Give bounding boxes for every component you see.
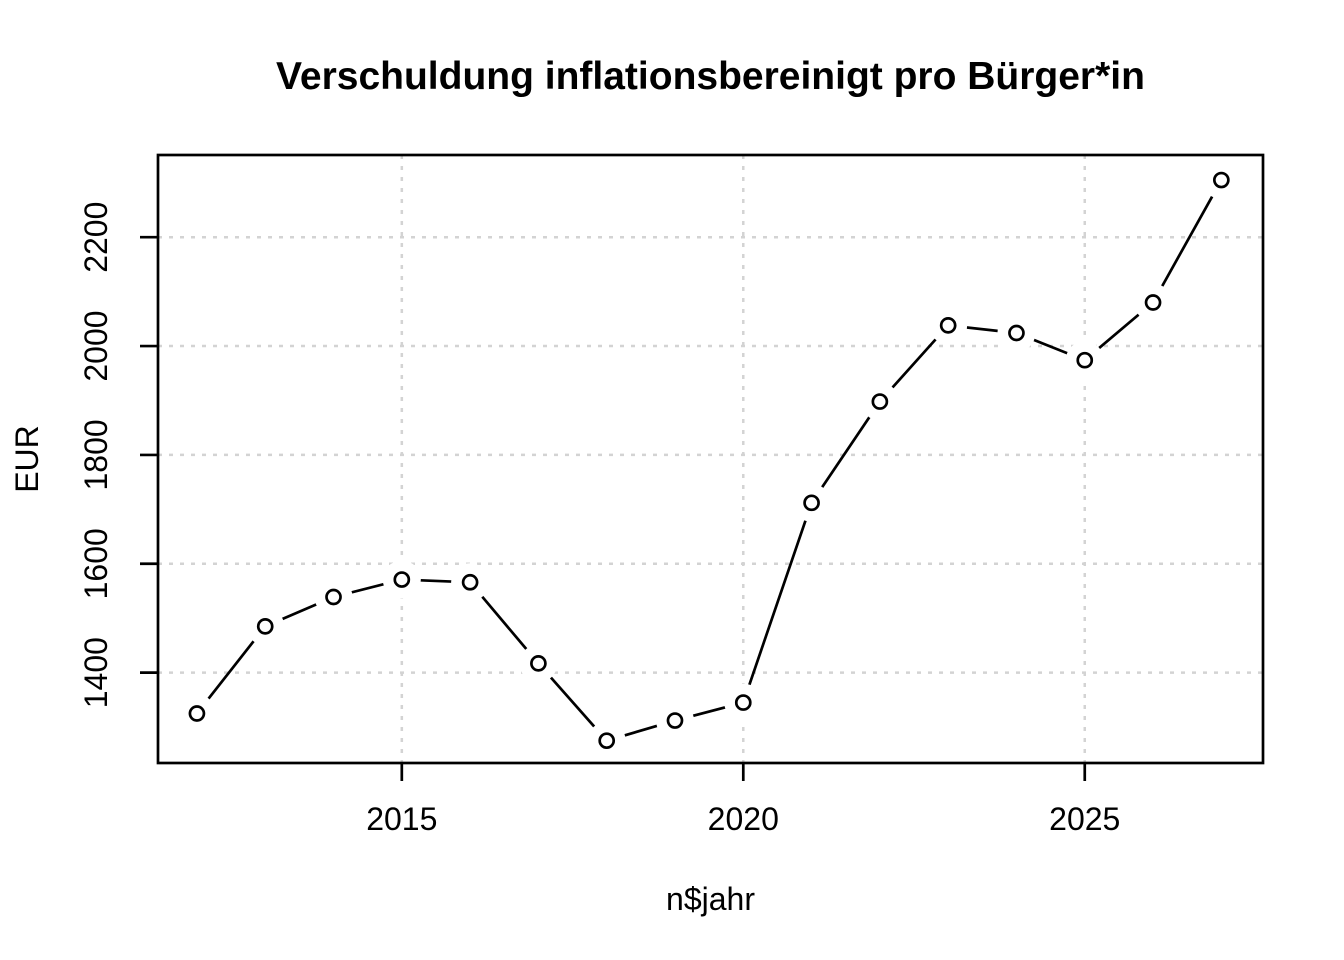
data-point — [256, 618, 274, 635]
y-axis-label: EUR — [9, 425, 45, 493]
data-point — [325, 588, 342, 606]
x-tick-label: 2015 — [366, 801, 437, 837]
data-point — [1144, 294, 1162, 311]
data-point — [939, 317, 957, 334]
x-tick-label: 2025 — [1049, 801, 1120, 837]
data-point — [461, 573, 479, 591]
y-tick-label: 2000 — [78, 310, 114, 381]
data-point — [598, 732, 616, 750]
data-point — [1076, 351, 1094, 369]
y-tick-label: 1800 — [78, 419, 114, 490]
data-point — [530, 655, 547, 672]
x-axis-label: n$jahr — [666, 881, 755, 917]
data-point — [871, 393, 889, 410]
data-point — [734, 694, 752, 711]
y-tick-label: 2200 — [78, 202, 114, 273]
y-tick-label: 1600 — [78, 528, 114, 599]
data-point — [666, 712, 684, 729]
data-line — [195, 179, 1223, 743]
data-point — [188, 705, 206, 722]
plot-box — [156, 153, 1265, 765]
data-point — [1212, 171, 1230, 189]
x-tick-label: 2020 — [708, 801, 779, 837]
data-point — [803, 494, 820, 512]
data-point — [1008, 324, 1025, 342]
data-point — [393, 571, 411, 588]
chart-title: Verschuldung inflationsbereinigt pro Bür… — [276, 55, 1145, 98]
y-tick-label: 1400 — [78, 637, 114, 708]
